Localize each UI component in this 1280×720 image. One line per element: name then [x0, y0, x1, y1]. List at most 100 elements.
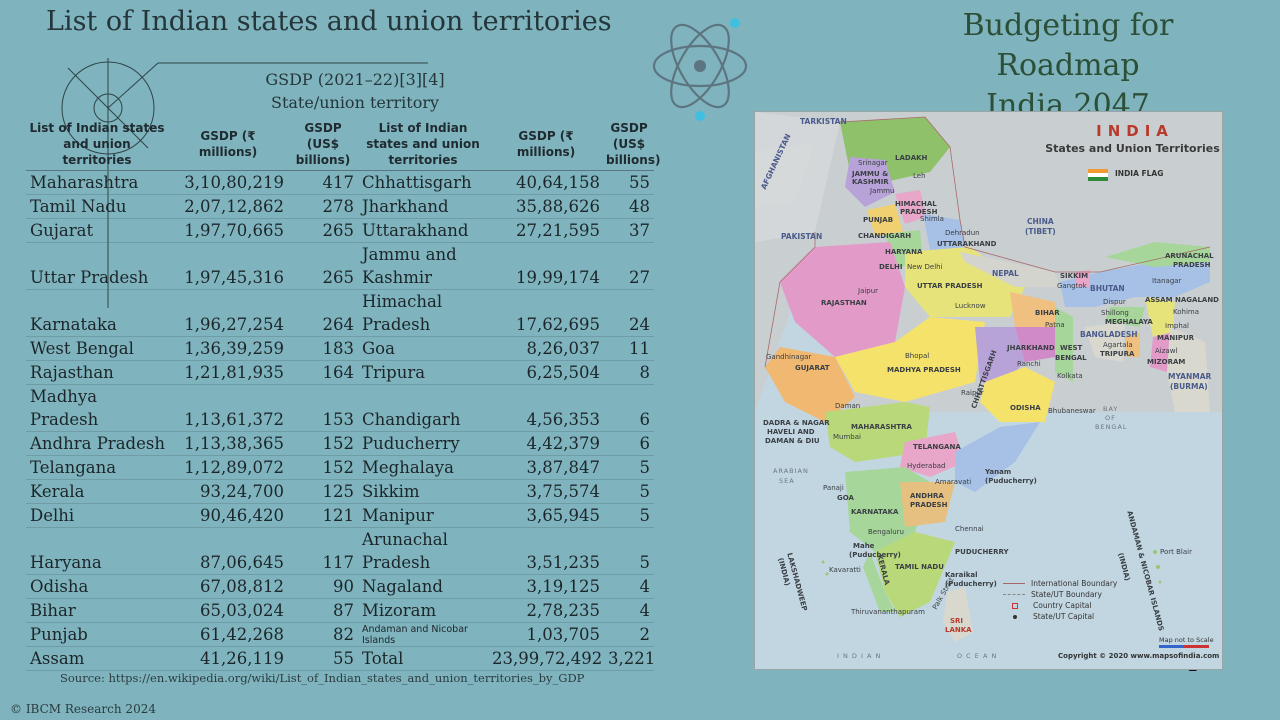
map-label: WEST	[1060, 344, 1083, 352]
gsdp-inr: 6,25,504	[488, 360, 604, 385]
map-label: SRI	[950, 617, 964, 625]
table-row: Andhra Pradesh 1,13,38,365 152 Puducherry 4,…	[26, 431, 654, 456]
table-row: Rajasthan 1,21,81,935 164 Tripura 6,25,504 8	[26, 360, 654, 385]
state-name: Chandigarh	[358, 384, 488, 432]
gsdp-usd: 4	[604, 574, 654, 599]
gsdp-inr: 2,78,235	[488, 598, 604, 623]
map-label: (TIBET)	[1025, 227, 1056, 236]
map-label: Karaikal	[945, 571, 978, 579]
map-label: LADAKH	[895, 154, 928, 162]
map-label: Jaipur	[858, 287, 879, 295]
map-label: Port Blair	[1160, 548, 1192, 556]
gsdp-inr: 3,87,847	[488, 455, 604, 480]
state-name: Sikkim	[358, 479, 488, 504]
map-label: (Puducherry)	[945, 580, 997, 588]
state-name: Uttarakhand	[358, 218, 488, 243]
state-name: Nagaland	[358, 574, 488, 599]
gsdp-usd: 5	[604, 503, 654, 528]
state-name: Andaman and Nicobar Islands	[358, 622, 488, 647]
map-label: BHUTAN	[1090, 284, 1125, 293]
gsdp-inr: 87,06,645	[168, 527, 288, 575]
map-label: I N D I A N	[837, 652, 882, 660]
map-label: Srinagar	[858, 159, 888, 167]
state-name: West Bengal	[26, 336, 168, 361]
gsdp-usd: 183	[288, 336, 358, 361]
legend-item: International Boundary	[1003, 578, 1173, 589]
map-label: Amaravati	[935, 478, 972, 486]
map-label: LANKA	[945, 626, 972, 634]
state-name: Mizoram	[358, 598, 488, 623]
map-label: Imphal	[1165, 322, 1189, 330]
gsdp-inr: 90,46,420	[168, 503, 288, 528]
table-header-row: List of Indian states and union territor…	[26, 118, 660, 171]
map-label: Dispur	[1103, 298, 1126, 306]
map-label: Bhopal	[905, 352, 930, 360]
map-label: SIKKIM	[1060, 272, 1089, 280]
map-label: BENGAL	[1055, 354, 1087, 362]
map-label: JHARKHAND	[1007, 344, 1055, 352]
col-header-state-2: List of Indian states and union territor…	[366, 121, 480, 167]
gsdp-inr: 1,96,27,254	[168, 289, 288, 337]
state-name: Puducherry	[358, 431, 488, 456]
state-name: Meghalaya	[358, 455, 488, 480]
map-label: Gandhinagar	[766, 353, 812, 361]
gsdp-inr: 19,99,174	[488, 242, 604, 290]
gsdp-usd: 87	[288, 598, 358, 623]
map-label: Bengaluru	[868, 528, 904, 536]
map-label: New Delhi	[907, 263, 943, 271]
gsdp-inr: 1,13,38,365	[168, 431, 288, 456]
map-label: Shimla	[920, 215, 944, 223]
map-label: Itanagar	[1152, 277, 1182, 285]
state-name: Haryana	[26, 527, 168, 575]
gsdp-inr: 1,97,45,316	[168, 242, 288, 290]
gsdp-usd: 5	[604, 455, 654, 480]
map-label: (Puducherry)	[849, 551, 901, 559]
map-label: OF	[1105, 414, 1116, 422]
gsdp-usd: 265	[288, 242, 358, 290]
map-label: Agartala	[1103, 341, 1133, 349]
gsdp-inr: 65,03,024	[168, 598, 288, 623]
state-name: Himachal Pradesh	[358, 289, 488, 337]
col-header-gsdp-inr-1: GSDP (₹ millions)	[198, 129, 258, 159]
gsdp-inr: 8,26,037	[488, 336, 604, 361]
map-label: Dehradun	[945, 229, 980, 237]
gsdp-usd: 11	[604, 336, 654, 361]
map-label: Gangtok	[1057, 282, 1087, 290]
flag-label: INDIA FLAG	[1115, 169, 1164, 178]
map-label: DAMAN & DIU	[765, 437, 820, 445]
map-label: TAMIL NADU	[895, 563, 944, 571]
state-name: Odisha	[26, 574, 168, 599]
atom-icon	[652, 18, 748, 121]
gsdp-usd: 82	[288, 622, 358, 647]
legend-item: Country Capital	[1003, 600, 1173, 611]
legend-item: State/UT Boundary	[1003, 589, 1173, 600]
map-label: Ranchi	[1017, 360, 1041, 368]
state-name: Arunachal Pradesh	[358, 527, 488, 575]
map-label: Jammu	[870, 187, 895, 195]
map-label: HIMACHAL	[895, 200, 937, 208]
map-label: Mumbai	[833, 433, 861, 441]
gsdp-usd: 8	[604, 360, 654, 385]
state-name: Maharashtra	[26, 170, 168, 195]
gsdp-inr: 3,51,235	[488, 527, 604, 575]
map-label: ARABIAN	[773, 467, 809, 475]
table-row: Maharashtra 3,10,80,219 417 Chhattisgarh 40,…	[26, 170, 654, 195]
map-label: UTTAR PRADESH	[917, 282, 983, 290]
state-name: Tamil Nadu	[26, 194, 168, 219]
gsdp-usd: 5	[604, 479, 654, 504]
map-label: Leh	[913, 172, 926, 180]
gsdp-period-label: GSDP (2021–22)[3][4]	[265, 70, 445, 89]
map-label: Bhubaneswar	[1048, 407, 1096, 415]
state-name: Karnataka	[26, 289, 168, 337]
map-label: Mahe	[853, 542, 875, 550]
gsdp-inr: 40,64,158	[488, 170, 604, 195]
table-row: Kerala 93,24,700 125 Sikkim 3,75,574 5	[26, 479, 654, 504]
gsdp-inr: 93,24,700	[168, 479, 288, 504]
map-label: Aizawl	[1155, 347, 1178, 355]
slide-title: List of Indian states and union territor…	[46, 6, 612, 37]
map-label: MIZORAM	[1147, 358, 1186, 366]
map-label: MEGHALAYA	[1105, 318, 1153, 326]
map-label: PAKISTAN	[781, 232, 823, 241]
gsdp-inr: 27,21,595	[488, 218, 604, 243]
gsdp-usd: 48	[604, 194, 654, 219]
